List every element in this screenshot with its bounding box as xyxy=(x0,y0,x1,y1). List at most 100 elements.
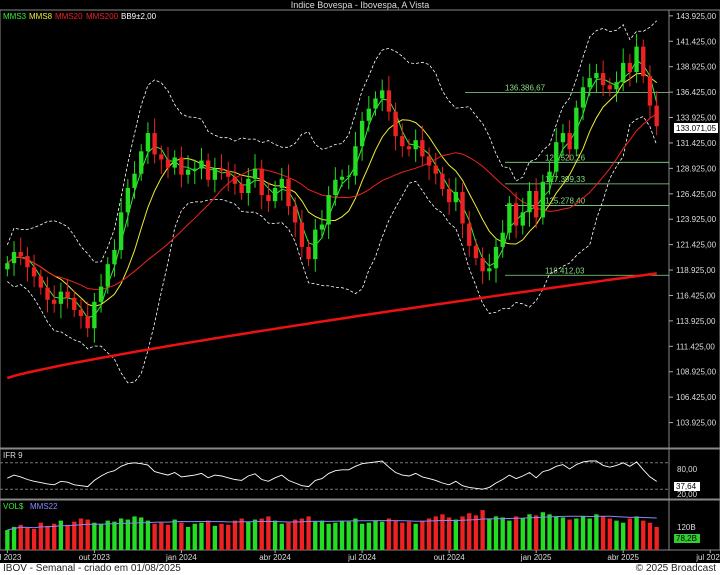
volume-bar xyxy=(299,518,305,550)
volume-bar xyxy=(72,521,77,550)
volume-bar xyxy=(132,516,137,550)
candle-body xyxy=(219,168,224,171)
volume-bar xyxy=(11,526,17,550)
volume-bar xyxy=(634,516,639,550)
last-price-tag xyxy=(674,123,718,133)
ifr-level-high: 80,00 xyxy=(677,465,698,474)
candle-body xyxy=(52,299,57,304)
candle-body xyxy=(554,142,559,172)
volume-bar xyxy=(293,519,298,550)
volume-bar xyxy=(346,521,351,550)
volume-bar xyxy=(373,520,378,550)
last-price-value: 133.071,05 xyxy=(676,124,717,133)
price-tick-label: 128.925,00 xyxy=(676,164,717,173)
volume-bar xyxy=(426,518,432,550)
candle-body xyxy=(339,176,345,180)
time-tick-label: abr 2024 xyxy=(259,553,291,562)
candle-body xyxy=(567,133,572,150)
volume-bar xyxy=(306,516,311,550)
price-tick-label: 118.925,00 xyxy=(676,266,716,275)
candle-body xyxy=(520,212,525,226)
time-axis: jul 2023 out 2023 jan 2024 abr 2024 jul 2024… xyxy=(0,550,720,562)
ifr-level-low: 20,00 xyxy=(677,490,698,499)
candle-body xyxy=(159,154,164,160)
price-tick-label: 143.925,00 xyxy=(676,12,717,21)
candle-body xyxy=(31,267,37,277)
window-title: Indice Bovespa - Ibovespa, A Vista xyxy=(0,0,720,10)
volume-bar xyxy=(547,514,552,550)
volume-bar xyxy=(226,524,231,550)
candle-body xyxy=(199,160,204,169)
candle-body xyxy=(446,188,452,203)
candle-body xyxy=(38,276,43,288)
candle-body xyxy=(460,192,465,224)
candle-body xyxy=(279,178,284,188)
volume-bar xyxy=(259,518,264,550)
volume-bar xyxy=(386,518,392,550)
volume-bar xyxy=(574,518,579,550)
volume-bar xyxy=(647,522,653,550)
candle-body xyxy=(346,175,351,177)
time-tick-label: jul 2025 xyxy=(695,553,720,562)
volume-bar xyxy=(165,524,171,550)
price-tick-label: 116.425,00 xyxy=(676,291,716,300)
candle-body xyxy=(641,46,646,77)
candle-body xyxy=(72,297,77,310)
volume-bar xyxy=(319,520,325,550)
candle-body xyxy=(473,245,479,259)
candle-body xyxy=(527,190,532,213)
candle-body xyxy=(313,229,318,260)
volume-bar xyxy=(654,526,659,550)
price-tick-label: 106.425,00 xyxy=(676,393,717,402)
candle-body xyxy=(98,286,104,302)
candle-body xyxy=(480,258,485,272)
volume-bar xyxy=(467,513,472,550)
legend-mms200: MMS200 xyxy=(86,12,119,21)
fibonacci-levels: 136.386,67 129.520,26 127.399,33 125.278,40… xyxy=(465,83,669,276)
candlesticks xyxy=(5,33,659,343)
volume-bar xyxy=(600,516,606,550)
candle-body xyxy=(433,165,438,174)
candle-body xyxy=(226,170,231,177)
volume-current-tag xyxy=(674,534,700,543)
volume-bar xyxy=(25,527,30,550)
volume-bar xyxy=(400,522,405,550)
volume-bar xyxy=(152,523,157,550)
volume-bar xyxy=(252,519,258,550)
volume-bar xyxy=(480,510,485,550)
volume-bar xyxy=(232,520,238,550)
candle-body xyxy=(513,203,519,226)
volume-bar xyxy=(279,523,284,550)
candle-body xyxy=(359,120,365,147)
candle-body xyxy=(621,62,626,83)
time-tick-label: out 2023 xyxy=(79,553,111,562)
bollinger-bands xyxy=(6,20,658,384)
candle-body xyxy=(413,140,418,150)
volume-bar xyxy=(527,514,532,550)
volume-bar xyxy=(5,530,10,550)
price-tick-label: 126.425,00 xyxy=(676,190,717,199)
time-tick-label: abr 2025 xyxy=(607,553,639,562)
volume-bar xyxy=(359,523,365,550)
candle-body xyxy=(5,263,10,270)
volume-bar xyxy=(567,519,572,550)
volume-bar xyxy=(313,521,318,550)
price-tick-label: 141.425,00 xyxy=(676,37,717,46)
candle-body xyxy=(654,105,659,127)
volume-bar xyxy=(78,518,84,550)
candle-body xyxy=(420,140,425,157)
volume-bar xyxy=(594,514,599,550)
price-axis xyxy=(668,9,720,449)
volume-bar xyxy=(105,520,110,550)
ifr-series xyxy=(0,460,669,490)
volume-bar xyxy=(493,516,499,550)
chart-area[interactable]: 143.925,00 141.425,00 138.925,00 136.425,00… xyxy=(0,0,720,563)
candle-body xyxy=(65,291,70,298)
volume-bar xyxy=(420,520,425,550)
candle-body xyxy=(152,133,157,155)
volume-bar xyxy=(393,520,398,550)
candle-body xyxy=(547,171,552,182)
level-label: 127.399,33 xyxy=(545,175,586,184)
volume-bar xyxy=(413,523,418,550)
candle-body xyxy=(540,181,546,218)
